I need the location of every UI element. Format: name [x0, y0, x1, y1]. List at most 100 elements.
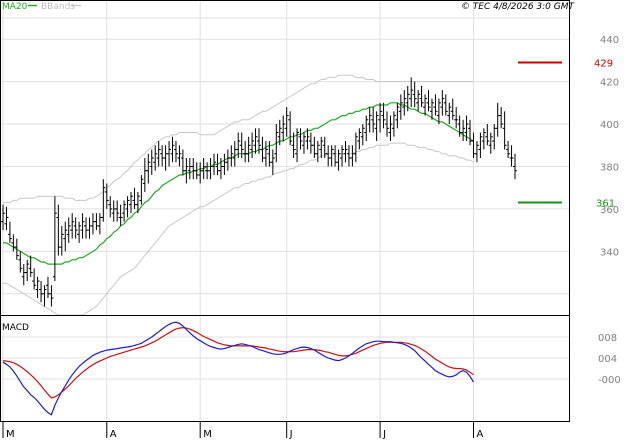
- price-bar: [357, 128, 362, 150]
- price-bar: [239, 132, 244, 158]
- support-resistance-levels: 429 361: [518, 59, 615, 210]
- price-bar: [18, 251, 23, 273]
- price-bar: [177, 145, 182, 167]
- price-bar: [225, 149, 230, 171]
- price-bar: [326, 145, 331, 167]
- price-bar: [378, 102, 383, 133]
- price-bar: [353, 132, 358, 163]
- price-bar: [198, 162, 203, 184]
- y-axis-labels: 340 360 380 400 420 440 -000 004 008: [598, 35, 621, 386]
- price-bar: [488, 132, 493, 154]
- price-bar: [232, 141, 237, 167]
- price-bar: [205, 162, 210, 180]
- price-bar: [236, 132, 241, 158]
- price-bar: [454, 107, 459, 129]
- price-bar: [485, 124, 490, 146]
- price-bar: [191, 158, 196, 180]
- price-bar: [298, 128, 303, 150]
- price-bar: [111, 200, 116, 222]
- price-y-tick-label: 440: [600, 35, 619, 46]
- price-bar: [101, 179, 106, 222]
- price-bar: [146, 153, 151, 184]
- bb-upper-line: [3, 74, 474, 204]
- price-bar: [139, 174, 144, 205]
- price-bar: [423, 94, 428, 116]
- price-bar: [142, 158, 147, 192]
- price-bar: [350, 145, 355, 167]
- price-bar: [70, 213, 75, 239]
- copyright-text: © TEC 4/8/2026 3:0 GMT: [461, 2, 576, 12]
- price-bar: [4, 206, 9, 231]
- price-bar: [173, 141, 178, 163]
- price-bar: [11, 234, 16, 252]
- price-bar: [167, 141, 172, 167]
- ma20-polyline: [3, 102, 474, 265]
- price-bar: [398, 94, 403, 120]
- macd-y-tick-label: 008: [598, 333, 617, 344]
- price-bar: [281, 115, 286, 142]
- price-bar: [426, 90, 431, 112]
- price-bar: [201, 158, 206, 180]
- price-bar: [129, 191, 133, 214]
- price-bar: [187, 158, 192, 180]
- price-bar: [447, 102, 452, 125]
- price-y-tick-label: 380: [600, 162, 619, 173]
- ma20-line: [3, 102, 474, 265]
- price-bar: [402, 90, 407, 116]
- price-bars: [1, 77, 517, 307]
- price-bar: [509, 145, 514, 167]
- x-tick-label: A: [476, 429, 483, 440]
- price-bar: [212, 153, 217, 175]
- x-tick-label: J: [382, 429, 386, 440]
- price-bar: [122, 200, 127, 222]
- price-bar: [14, 238, 19, 260]
- price-bar: [374, 111, 379, 142]
- bollinger-bands: [3, 74, 474, 316]
- price-y-tick-label: 420: [600, 78, 619, 89]
- price-bar: [474, 141, 479, 163]
- price-bar: [371, 107, 376, 133]
- price-bar: [35, 276, 40, 299]
- price-bar: [229, 145, 234, 167]
- price-bar: [263, 141, 268, 167]
- price-bar: [312, 136, 317, 158]
- x-tick-label: A: [110, 429, 117, 440]
- legend-ma20: MA20: [2, 2, 28, 12]
- price-bar: [295, 128, 300, 163]
- price-bar: [343, 141, 348, 163]
- price-bar: [405, 85, 410, 112]
- price-bar: [492, 124, 497, 150]
- macd-title: MACD: [2, 323, 29, 333]
- price-bar: [336, 149, 341, 171]
- price-bar: [502, 111, 507, 150]
- price-bar: [90, 213, 95, 235]
- price-bar: [416, 90, 421, 112]
- price-bar: [125, 196, 130, 218]
- price-bar: [97, 213, 102, 235]
- price-panel-frame: [0, 0, 570, 316]
- price-bar: [315, 141, 320, 163]
- price-bar: [443, 94, 448, 116]
- price-bar: [80, 213, 85, 239]
- price-bar: [104, 183, 109, 209]
- price-bar: [346, 145, 351, 167]
- macd-y-tick-label: 004: [598, 354, 617, 365]
- price-bar: [450, 98, 455, 120]
- price-bar: [208, 158, 213, 180]
- price-bar: [481, 128, 486, 150]
- price-bar: [132, 187, 137, 209]
- price-bar: [84, 217, 89, 239]
- price-bar: [388, 115, 393, 142]
- price-bar: [87, 217, 92, 239]
- price-bar: [42, 285, 47, 307]
- price-bar: [506, 141, 511, 158]
- price-bar: [153, 145, 158, 171]
- price-bar: [277, 119, 282, 146]
- price-bar: [291, 132, 296, 158]
- price-bar: [56, 204, 61, 256]
- x-tick-label: M: [203, 429, 212, 440]
- price-bar: [59, 225, 64, 256]
- price-bar: [184, 158, 189, 184]
- signal-polyline: [2, 326, 474, 399]
